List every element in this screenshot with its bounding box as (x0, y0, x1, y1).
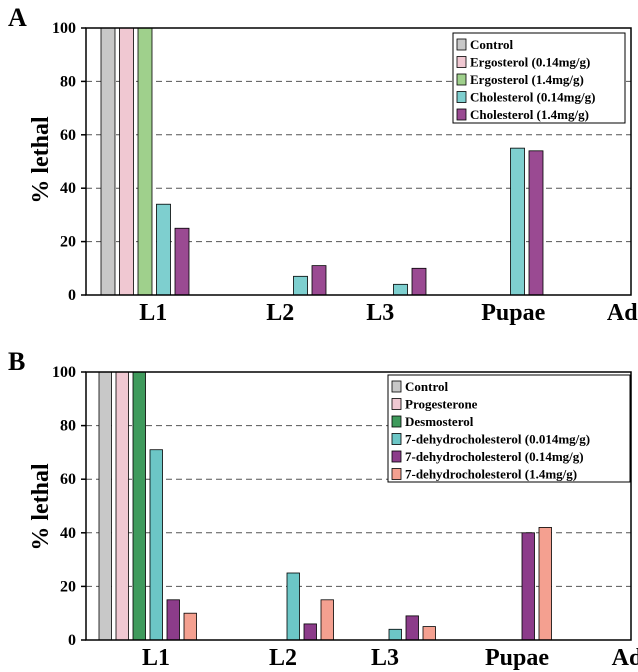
legend-entry: Progesterone (405, 397, 478, 412)
y-axis-label: % lethal (28, 463, 54, 551)
legend: Control Progesterone Desmosterol 7-dehydroc… (387, 374, 631, 483)
bar-pupae-series-5 (521, 532, 535, 641)
bar-l1-series-2 (119, 27, 134, 296)
chart-panel-a: A 0 20 40 60 80 100 L1 L2 L3 Pupae Adult % lethal Con… (8, 3, 638, 326)
y-tick-label: 80 (60, 418, 76, 435)
bar-l1-series-3 (137, 27, 153, 296)
x-category-label: Adult (612, 645, 638, 671)
panel-letter: A (8, 3, 27, 32)
legend-box (387, 374, 631, 483)
bar-pupae-series-6 (538, 527, 552, 641)
bar-l1-series-2 (115, 371, 129, 641)
legend-entry: Desmosterol (405, 414, 474, 429)
legend-swatch (391, 450, 402, 463)
legend-entry: 7-dehydrocholesterol (0.014mg/g) (405, 432, 590, 447)
y-tick-label: 60 (60, 127, 76, 144)
legend-entry: 7-dehydrocholesterol (0.14mg/g) (405, 449, 584, 464)
bar-l3-series-5 (405, 615, 419, 641)
x-category-label: L2 (266, 300, 294, 326)
legend-entry: Ergosterol (1.4mg/g) (470, 72, 584, 87)
legend-swatch (456, 56, 467, 68)
y-tick-label: 100 (52, 364, 76, 381)
legend-box (452, 32, 626, 124)
bar-l1-series-5 (174, 227, 190, 296)
x-category-label: Adult (607, 300, 638, 326)
legend-swatch (391, 380, 402, 393)
y-tick-label: 40 (60, 180, 76, 197)
x-category-label: L2 (269, 645, 297, 671)
legend-entry: Control (470, 37, 513, 52)
legend-entry: Cholesterol (0.14mg/g) (470, 90, 595, 105)
bar-l3-series-6 (422, 626, 436, 641)
bar-l3-series-4 (393, 283, 408, 296)
bar-l2-series-4 (293, 275, 308, 296)
panel-letter: B (8, 347, 25, 376)
y-tick-label: 100 (52, 20, 76, 37)
bar-l3-series-4 (388, 628, 402, 641)
legend-entry: Cholesterol (1.4mg/g) (470, 107, 589, 122)
x-category-label: L1 (142, 645, 170, 671)
bar-l1-series-3 (132, 371, 146, 641)
bar-l1-series-1 (98, 371, 112, 641)
legend-swatch (456, 38, 467, 51)
y-tick-label: 20 (60, 234, 76, 251)
bar-l2-series-4 (286, 572, 300, 641)
legend-swatch (391, 398, 402, 410)
plot-frame (85, 27, 632, 296)
y-tick-label: 20 (60, 578, 76, 595)
legend-swatch (391, 433, 402, 445)
legend-swatch (456, 91, 467, 103)
legend-swatch (391, 468, 402, 480)
y-tick-label: 60 (60, 471, 76, 488)
bar-l1-series-1 (100, 27, 116, 296)
x-category-label: Pupae (481, 300, 545, 326)
y-tick-label: 80 (60, 73, 76, 90)
legend: Control Ergosterol (0.14mg/g) Ergosterol (… (452, 32, 626, 124)
x-category-label: Pupae (485, 645, 549, 671)
bar-pupae-series-5 (528, 150, 544, 296)
legend-swatch (456, 108, 467, 121)
x-category-label: L3 (371, 645, 399, 671)
y-axis-label: % lethal (28, 116, 54, 204)
bar-l1-series-4 (156, 203, 171, 296)
y-tick-label: 0 (68, 632, 76, 649)
legend-swatch (391, 415, 402, 428)
x-category-label: L1 (139, 300, 167, 326)
bar-l1-series-4 (149, 449, 163, 641)
legend-entry: Ergosterol (0.14mg/g) (470, 55, 590, 70)
bar-l3-series-5 (411, 267, 427, 296)
legend-entry: 7-dehydrocholesterol (1.4mg/g) (405, 467, 577, 482)
legend-swatch (456, 73, 467, 86)
bar-l2-series-5 (311, 265, 327, 296)
y-tick-label: 0 (68, 287, 76, 304)
bar-l1-series-5 (166, 599, 180, 641)
chart-panel-b: B 0 20 40 60 80 100 L1 L2 L3 Pupae Adult % lethal Con… (8, 347, 638, 671)
y-tick-label: 40 (60, 525, 76, 542)
bar-pupae-series-4 (510, 147, 525, 296)
legend-entry: Control (405, 379, 448, 394)
bar-l2-series-5 (303, 623, 317, 641)
x-category-label: L3 (366, 300, 394, 326)
bar-l2-series-6 (320, 599, 334, 641)
plot-frame (85, 371, 632, 641)
bar-l1-series-6 (183, 612, 197, 641)
